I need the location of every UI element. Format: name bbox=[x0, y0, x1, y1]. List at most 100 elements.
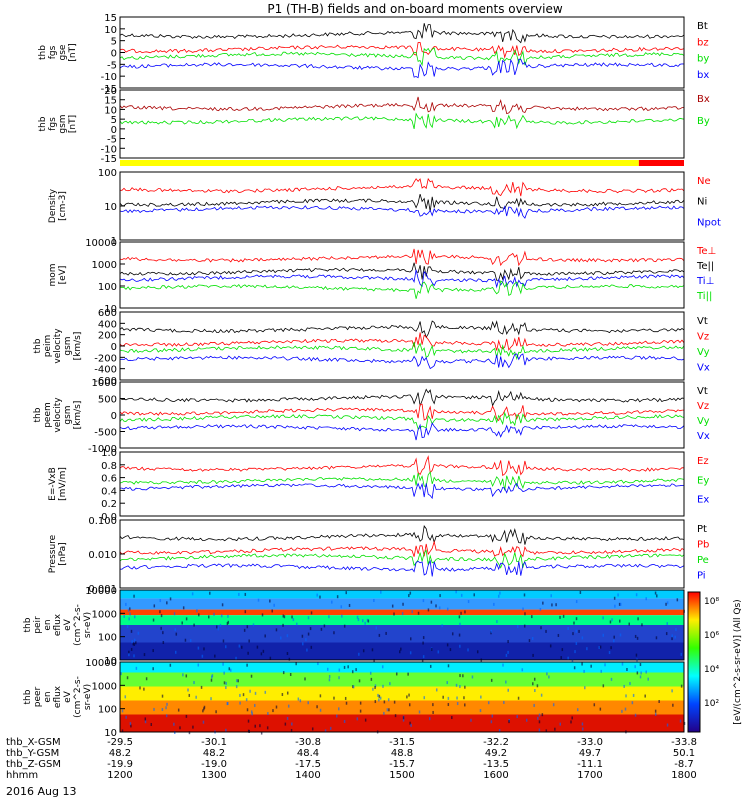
spectrogram-speckle bbox=[578, 629, 580, 633]
spectrogram-speckle bbox=[362, 649, 365, 653]
spectrogram-speckle bbox=[223, 671, 225, 675]
spectrogram-speckle bbox=[309, 627, 312, 631]
spectrogram-speckle bbox=[521, 668, 524, 672]
spectrogram-speckle bbox=[575, 629, 578, 633]
spectrogram-band bbox=[120, 590, 684, 599]
colorbar-gradient bbox=[687, 591, 701, 733]
y-tick-label: 0.0 bbox=[101, 512, 117, 523]
spectrogram-speckle bbox=[364, 718, 367, 722]
spectrogram-speckle bbox=[617, 593, 619, 597]
spectrogram-speckle bbox=[222, 662, 224, 666]
spectrogram-speckle bbox=[538, 713, 541, 717]
spectrogram-speckle bbox=[246, 663, 248, 667]
spectrogram-speckle bbox=[676, 598, 679, 602]
spectrogram-speckle bbox=[132, 642, 135, 646]
spectrogram-speckle bbox=[226, 622, 229, 626]
legend-label: Bt bbox=[697, 21, 708, 32]
spectrogram-speckle bbox=[380, 590, 382, 594]
spectrogram-speckle bbox=[533, 703, 535, 707]
series-line-Vx bbox=[119, 353, 685, 370]
spectrogram-speckle bbox=[238, 644, 241, 648]
spectrogram-speckle bbox=[144, 720, 147, 724]
spectrogram-speckle bbox=[328, 674, 331, 678]
spectrogram-speckle bbox=[248, 639, 250, 643]
spectrogram-speckle bbox=[470, 718, 472, 722]
spectrogram-speckle bbox=[395, 672, 398, 676]
spectrogram-speckle bbox=[128, 617, 130, 621]
spectrogram-speckle bbox=[297, 697, 300, 701]
spectrogram-speckle bbox=[161, 708, 164, 712]
spectrogram-speckle bbox=[455, 590, 457, 594]
spectrogram-speckle bbox=[352, 685, 354, 689]
spectrogram-speckle bbox=[626, 668, 628, 672]
x-row-label: thb_Y-GSM bbox=[6, 748, 59, 759]
spectrogram-speckle bbox=[282, 623, 284, 627]
spectrogram-speckle bbox=[253, 703, 256, 707]
spectrogram-speckle bbox=[612, 639, 615, 643]
spectrogram-speckle bbox=[296, 622, 298, 626]
spectrogram-speckle bbox=[451, 632, 454, 636]
y-axis-label: velocity bbox=[53, 397, 63, 433]
spectrogram-speckle bbox=[432, 703, 434, 707]
spectrogram-speckle bbox=[636, 671, 639, 675]
spectrogram-speckle bbox=[604, 663, 606, 667]
spectrogram-speckle bbox=[328, 615, 330, 619]
spectrogram-speckle bbox=[435, 688, 438, 692]
panel-frame bbox=[119, 381, 685, 449]
spectrogram-speckle bbox=[576, 708, 579, 712]
spectrogram-speckle bbox=[406, 695, 408, 699]
series-line-bx bbox=[119, 58, 685, 79]
spectrogram-speckle bbox=[299, 699, 302, 703]
y-axis-label: fgs bbox=[48, 117, 58, 131]
spectrogram-speckle bbox=[333, 696, 335, 700]
spectrogram-speckle bbox=[230, 668, 232, 672]
series-line-Bx bbox=[119, 96, 685, 115]
spectrogram-speckle bbox=[645, 670, 647, 674]
spectrogram-speckle bbox=[654, 712, 657, 716]
spectrogram-speckle bbox=[628, 622, 630, 626]
spectrogram-speckle bbox=[541, 713, 544, 717]
spectrogram-speckle bbox=[423, 696, 426, 700]
spectrogram-speckle bbox=[559, 722, 562, 726]
y-axis-label: velocity bbox=[53, 328, 63, 364]
spectrogram-speckle bbox=[567, 626, 569, 630]
spectrogram-speckle bbox=[143, 653, 146, 657]
y-axis-label: (cm^2-s- bbox=[73, 676, 83, 718]
spectrogram-speckle bbox=[460, 611, 462, 615]
spectrogram-speckle bbox=[602, 633, 605, 637]
legend-label: Vx bbox=[697, 431, 710, 442]
spectrogram-speckle bbox=[641, 623, 643, 627]
y-tick-label: 10 bbox=[104, 25, 117, 36]
spectrogram-speckle bbox=[586, 647, 588, 651]
spectrogram-speckle bbox=[160, 614, 163, 618]
spectrogram-speckle bbox=[179, 726, 181, 730]
spectrogram-speckle bbox=[581, 636, 584, 640]
spectrogram-speckle bbox=[317, 662, 319, 666]
series-line-Vz bbox=[119, 403, 684, 422]
y-axis-label: mom bbox=[48, 263, 58, 286]
spectrogram-speckle bbox=[257, 598, 260, 602]
panel-frame bbox=[119, 661, 685, 733]
series-line-Pt bbox=[119, 524, 685, 545]
y-tick-label: -10 bbox=[101, 144, 117, 155]
legend-label: Ni bbox=[697, 197, 707, 208]
colorbar-label: [eV/(cm^2-s-sr-eV)] (All Qs) bbox=[733, 599, 743, 724]
spectrogram-speckle bbox=[160, 626, 162, 630]
spectrogram-speckle bbox=[343, 719, 346, 723]
spectrogram-speckle bbox=[581, 727, 584, 731]
legend-label: By bbox=[697, 116, 710, 127]
spectrogram-speckle bbox=[618, 602, 621, 606]
panel-frame bbox=[119, 311, 685, 381]
spectrogram-speckle bbox=[561, 648, 564, 652]
spectrogram-speckle bbox=[282, 671, 285, 675]
spectrogram-speckle bbox=[251, 712, 253, 716]
status-bar-yellow bbox=[120, 160, 639, 166]
spectrogram-speckle bbox=[219, 623, 222, 627]
spectrogram-speckle bbox=[536, 684, 539, 688]
spectrogram-speckle bbox=[307, 632, 310, 636]
y-tick-label: 0.010 bbox=[88, 550, 117, 561]
x-row-value: -11.1 bbox=[577, 759, 603, 770]
legend-label: Vt bbox=[697, 386, 708, 397]
y-axis-label: en bbox=[43, 619, 53, 630]
